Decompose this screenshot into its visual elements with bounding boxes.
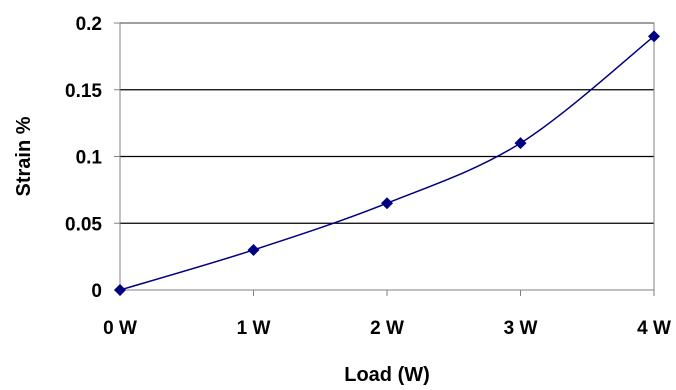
x-tick-label: 2 W — [370, 318, 404, 339]
y-tick-label: 0.2 — [76, 14, 102, 35]
data-point-marker — [648, 30, 660, 43]
x-tick-label: 0 W — [103, 318, 137, 339]
x-axis-title: Load (W) — [344, 364, 430, 386]
x-axis-ticks: 0 W 1 W 2 W 3 W 4 W — [103, 290, 671, 339]
data-point-marker — [114, 284, 126, 296]
x-tick-label: 3 W — [504, 318, 538, 339]
series-line — [119, 35, 655, 291]
x-tick-label: 1 W — [237, 318, 271, 339]
grid-lines — [120, 22, 654, 224]
y-tick-label: 0.05 — [65, 214, 102, 235]
data-point-marker — [381, 197, 393, 210]
y-tick-label: 0.1 — [76, 148, 103, 169]
data-point-marker — [247, 243, 260, 256]
data-point-marker — [514, 137, 527, 150]
y-tick-label: 0 — [91, 281, 102, 302]
y-tick-label: 0.15 — [65, 81, 102, 102]
y-axis-ticks: 0 0.05 0.1 0.15 0.2 — [65, 14, 120, 302]
x-tick-label: 4 W — [637, 318, 671, 339]
y-axis-title: Strain % — [13, 116, 35, 196]
series-group — [114, 30, 660, 296]
